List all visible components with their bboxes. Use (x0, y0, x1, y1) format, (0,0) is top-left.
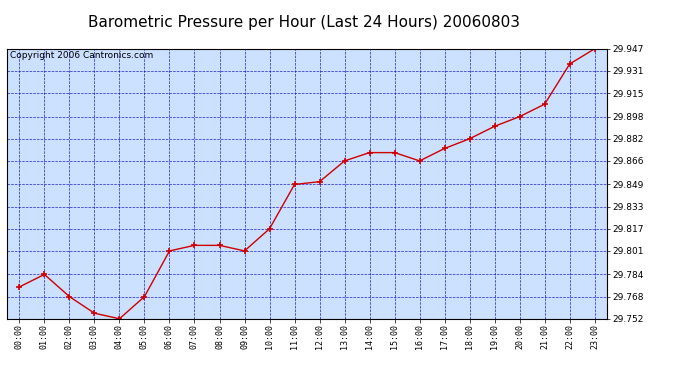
Text: Barometric Pressure per Hour (Last 24 Hours) 20060803: Barometric Pressure per Hour (Last 24 Ho… (88, 15, 520, 30)
Text: Copyright 2006 Cantronics.com: Copyright 2006 Cantronics.com (10, 51, 153, 60)
